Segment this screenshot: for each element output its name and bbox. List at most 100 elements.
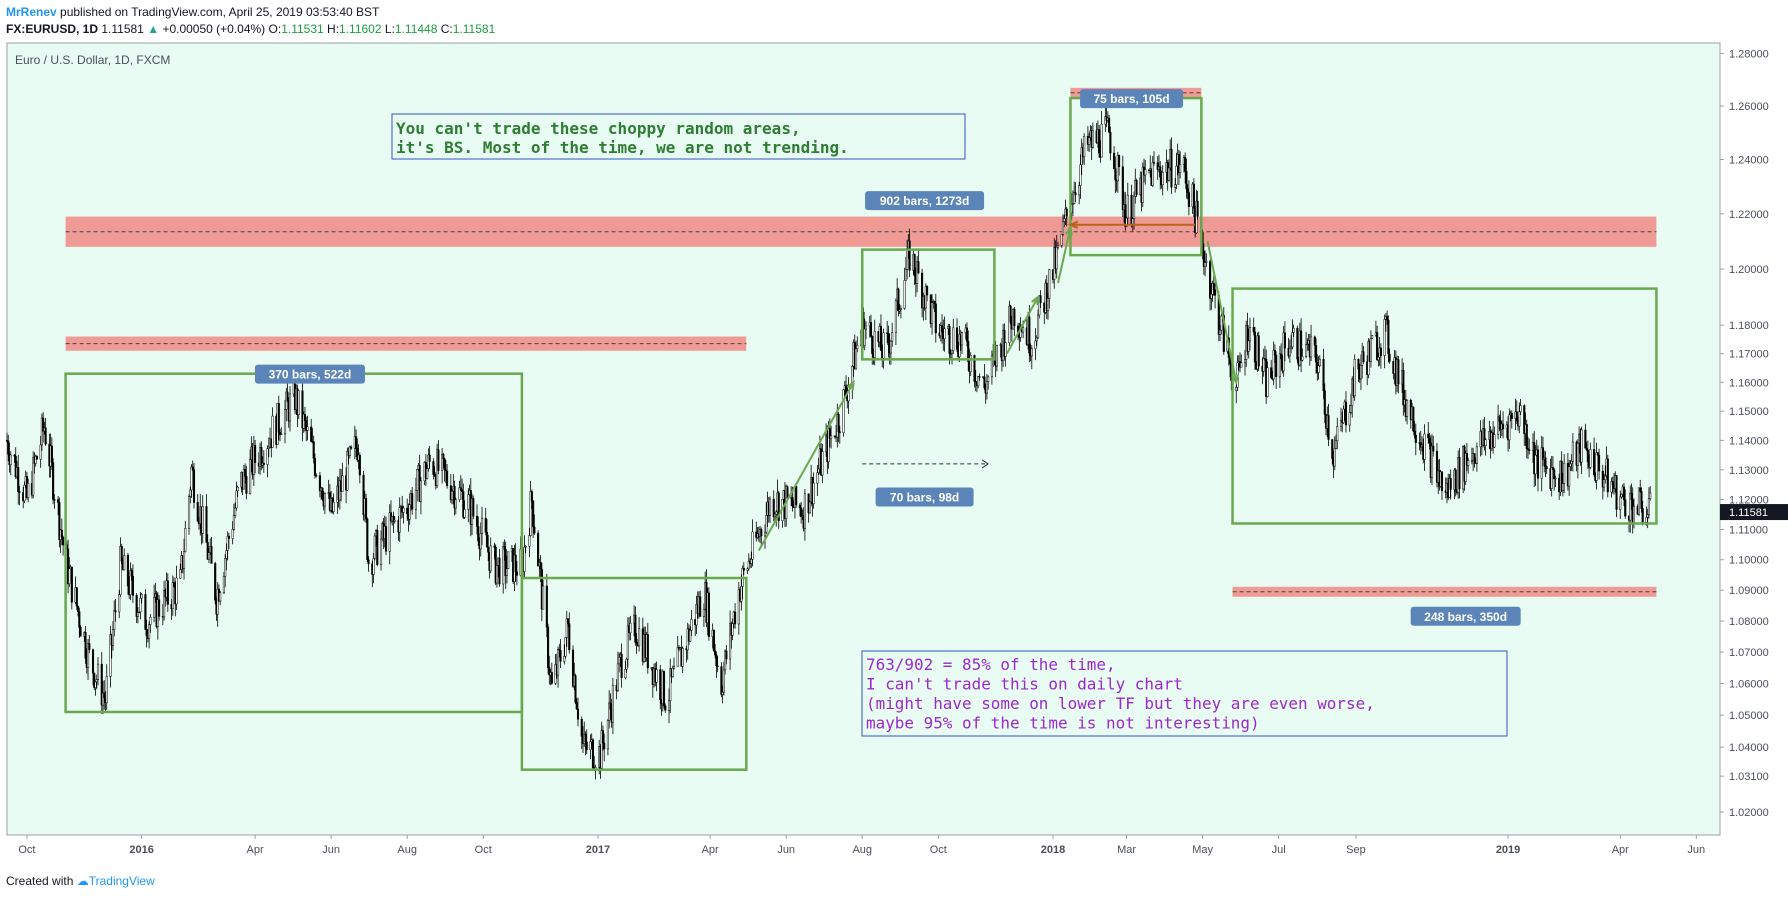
time-axis: Oct 2016 Apr Jun Aug Oct 2017 Apr Jun Aug Oct 2018 M… bbox=[7, 834, 1720, 856]
candle-body bbox=[58, 502, 61, 540]
candle-body bbox=[119, 545, 122, 596]
candle-body bbox=[1048, 269, 1051, 299]
candle-body bbox=[830, 435, 833, 440]
candle-body bbox=[1585, 447, 1588, 451]
candle-body bbox=[1291, 332, 1294, 348]
candle-body bbox=[1179, 164, 1182, 173]
candle-body bbox=[943, 328, 946, 340]
candle-body bbox=[1156, 162, 1159, 170]
tradingview-logo-icon: ☁ bbox=[76, 874, 89, 888]
candle-body bbox=[1280, 353, 1283, 360]
candle-body bbox=[821, 451, 824, 476]
candle-body bbox=[1121, 166, 1124, 211]
range-label-bg bbox=[1410, 606, 1521, 626]
candle-body bbox=[624, 668, 627, 679]
candle-body bbox=[173, 582, 176, 587]
candle-body bbox=[1598, 454, 1601, 472]
candle-body bbox=[1406, 399, 1409, 417]
candle-body bbox=[84, 632, 87, 659]
candle-body bbox=[297, 390, 300, 416]
tradingview-link[interactable]: TradingView bbox=[88, 874, 155, 888]
candle-body bbox=[1629, 492, 1632, 521]
trend-arrow bbox=[1057, 227, 1072, 284]
candle-body bbox=[303, 414, 307, 421]
candle-body bbox=[669, 668, 672, 702]
candle-body bbox=[1528, 449, 1531, 451]
candle-body bbox=[484, 517, 487, 533]
candle-body bbox=[1253, 331, 1257, 363]
candle-body bbox=[775, 511, 778, 515]
price-tick-label: 1.02000 bbox=[1729, 807, 1769, 819]
candle-body bbox=[207, 552, 211, 560]
candle-body bbox=[9, 454, 12, 465]
candle-body bbox=[838, 431, 841, 433]
candle-body bbox=[1030, 348, 1033, 357]
published-text: published on TradingView.com, April 25, … bbox=[60, 5, 380, 19]
price-tick-label: 1.06000 bbox=[1729, 678, 1769, 690]
candle-body bbox=[1560, 460, 1563, 491]
candle-body bbox=[301, 390, 304, 429]
candle-body bbox=[924, 286, 927, 309]
candle-body bbox=[1430, 445, 1434, 479]
candle-body bbox=[1318, 358, 1321, 367]
candle-body bbox=[136, 612, 139, 617]
candle-body bbox=[559, 649, 562, 662]
candle-body bbox=[532, 500, 535, 528]
candle-body bbox=[1124, 204, 1127, 227]
candle-body bbox=[746, 568, 749, 571]
candle-body bbox=[1637, 487, 1641, 515]
candle-body bbox=[480, 517, 484, 534]
zone-bands bbox=[65, 87, 1657, 597]
candle-body bbox=[129, 570, 132, 596]
candle-body bbox=[244, 469, 247, 477]
candle-body bbox=[760, 529, 763, 537]
candle-body bbox=[1563, 462, 1566, 484]
candle-body bbox=[1458, 457, 1461, 490]
candle-body bbox=[1219, 329, 1222, 335]
candle-body bbox=[356, 447, 359, 461]
candle-body bbox=[1454, 469, 1457, 492]
price-tick-label: 1.14000 bbox=[1729, 435, 1769, 447]
candle-body bbox=[14, 455, 17, 478]
candle-body bbox=[539, 562, 542, 570]
candle-body bbox=[189, 489, 192, 497]
author-link[interactable]: MrRenev bbox=[6, 5, 57, 19]
candle-body bbox=[135, 595, 138, 617]
candle-body bbox=[960, 332, 964, 346]
candle-body bbox=[1484, 439, 1487, 446]
candle-body bbox=[1525, 424, 1528, 449]
candle-body bbox=[1272, 350, 1275, 380]
candle-body bbox=[1570, 460, 1573, 465]
candle-body bbox=[973, 355, 976, 382]
candle-body bbox=[1435, 450, 1439, 483]
candle-body bbox=[1646, 514, 1649, 518]
measure-arrow-head bbox=[981, 459, 990, 469]
candle-body bbox=[1440, 471, 1444, 492]
candle-body bbox=[773, 513, 777, 517]
price-axis: 1.02000 1.03100 1.04000 1.05000 1.06000 1.070… bbox=[1719, 43, 1788, 835]
candle-body bbox=[1135, 180, 1138, 195]
candle-body bbox=[828, 428, 831, 440]
candle-body bbox=[27, 483, 30, 498]
candle-body bbox=[557, 649, 560, 676]
candle-body bbox=[1266, 367, 1269, 397]
candle-body bbox=[392, 515, 395, 522]
candle-body bbox=[601, 730, 604, 744]
low-label: L: bbox=[384, 22, 395, 36]
price-tick-label: 1.28000 bbox=[1729, 48, 1769, 60]
last-price-tag: 1.11581 bbox=[1729, 507, 1768, 519]
candle-body bbox=[763, 531, 767, 537]
price-tick-label: 1.22000 bbox=[1729, 209, 1769, 221]
candle-body bbox=[1569, 463, 1572, 467]
candle-body bbox=[1610, 481, 1613, 493]
candle-body bbox=[1290, 346, 1293, 349]
candle-body bbox=[467, 494, 470, 510]
candle-body bbox=[1353, 359, 1356, 397]
candle-body bbox=[1118, 155, 1121, 167]
candle-body bbox=[1004, 342, 1007, 357]
candle-body bbox=[1323, 390, 1326, 415]
candle-body bbox=[144, 594, 147, 630]
candle-body bbox=[493, 545, 496, 548]
candle-body bbox=[1098, 129, 1101, 154]
